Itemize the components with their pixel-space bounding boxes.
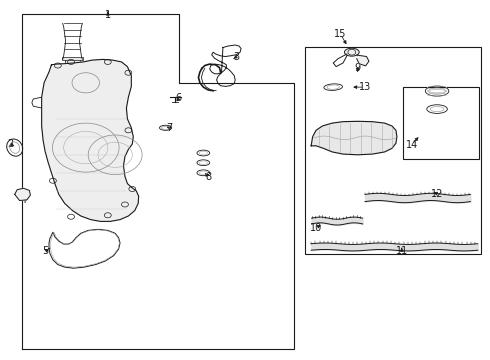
Text: 15: 15 bbox=[334, 29, 347, 39]
Polygon shape bbox=[357, 55, 369, 66]
Bar bbox=[305, 47, 481, 254]
Ellipse shape bbox=[344, 48, 359, 56]
Bar bbox=[62, 57, 83, 60]
Polygon shape bbox=[42, 59, 139, 221]
Text: 6: 6 bbox=[176, 93, 182, 103]
Polygon shape bbox=[15, 188, 30, 201]
Text: 14: 14 bbox=[405, 140, 417, 150]
Text: 4: 4 bbox=[21, 195, 26, 205]
Text: 2: 2 bbox=[8, 139, 14, 149]
Bar bbox=[403, 87, 479, 159]
Text: 12: 12 bbox=[431, 189, 443, 199]
Polygon shape bbox=[311, 121, 397, 155]
Text: 1: 1 bbox=[105, 10, 111, 20]
Text: 9: 9 bbox=[355, 63, 361, 73]
Text: 10: 10 bbox=[310, 222, 322, 233]
Text: 7: 7 bbox=[166, 123, 172, 133]
Text: 11: 11 bbox=[395, 246, 408, 256]
Text: 13: 13 bbox=[359, 82, 371, 92]
Text: 3: 3 bbox=[233, 52, 239, 62]
Bar bbox=[65, 59, 80, 94]
Text: 5: 5 bbox=[42, 246, 48, 256]
Text: 8: 8 bbox=[205, 172, 211, 182]
